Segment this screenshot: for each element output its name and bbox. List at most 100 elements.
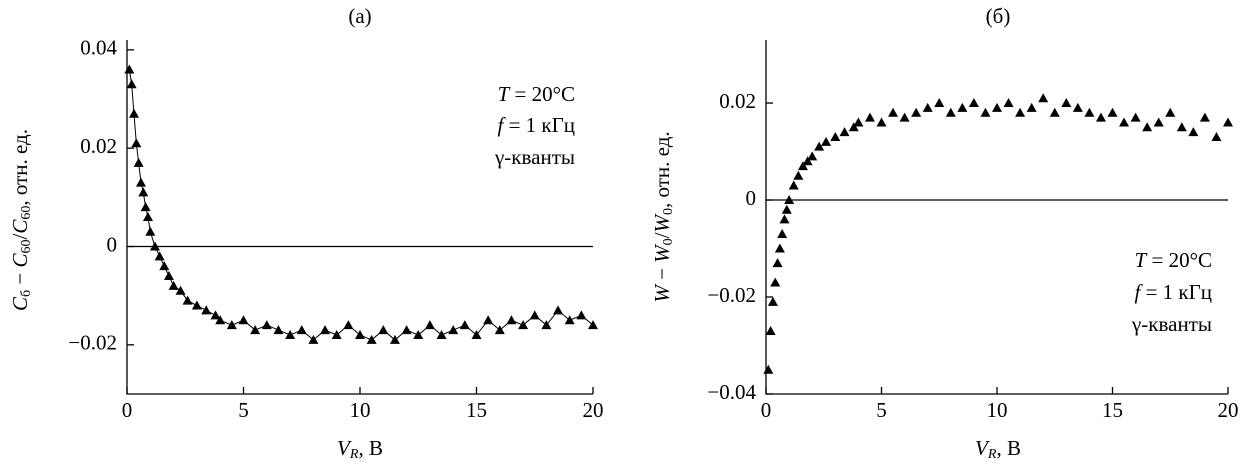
data-point (448, 325, 459, 335)
data-point (564, 315, 575, 325)
data-point (1015, 107, 1026, 117)
data-point (1153, 117, 1164, 127)
data-point (797, 161, 808, 171)
data-point (135, 177, 146, 187)
data-point (1142, 122, 1153, 132)
y-tick-label: 0.02 (719, 89, 756, 113)
x-tick-label: 20 (1218, 398, 1239, 422)
data-point (848, 122, 859, 132)
annotation: T = 20°C (498, 82, 575, 106)
data-point (201, 305, 212, 315)
x-tick-label: 10 (350, 398, 371, 422)
data-point (839, 127, 850, 137)
data-point (168, 280, 179, 290)
data-point (175, 285, 186, 295)
data-point (389, 334, 400, 344)
data-point (401, 325, 412, 335)
data-point (1061, 98, 1072, 108)
data-point (765, 325, 776, 335)
data-point (1188, 127, 1199, 137)
x-tick-label: 15 (466, 398, 487, 422)
data-point (459, 320, 470, 330)
data-point (250, 325, 261, 335)
y-tick-label: −0.02 (707, 283, 756, 307)
data-point (1119, 117, 1130, 127)
x-tick-label: 15 (1102, 398, 1123, 422)
data-point (814, 141, 825, 151)
data-point (149, 241, 160, 251)
data-point (1176, 122, 1187, 132)
x-tick-label: 10 (987, 398, 1008, 422)
data-point (911, 107, 922, 117)
data-point (494, 325, 505, 335)
data-point (779, 214, 790, 224)
x-tick-label: 0 (761, 398, 772, 422)
data-point (788, 180, 799, 190)
data-point (1165, 107, 1176, 117)
data-point (320, 325, 331, 335)
data-point (126, 79, 137, 89)
annotation: T = 20°C (1135, 248, 1212, 272)
data-point (770, 277, 781, 287)
data-point (159, 261, 170, 271)
data-point (876, 117, 887, 127)
x-axis-label: VR, В (975, 436, 1021, 462)
data-point (163, 271, 174, 280)
y-tick-label: 0.04 (80, 36, 117, 60)
data-point (899, 112, 910, 122)
data-point (772, 258, 783, 268)
data-point (864, 112, 875, 122)
data-point (763, 364, 774, 374)
data-point (436, 330, 447, 339)
data-point (541, 320, 552, 330)
x-tick-label: 0 (122, 398, 133, 422)
data-point (781, 204, 792, 214)
data-point (378, 325, 389, 335)
data-point (366, 334, 377, 344)
data-point (807, 151, 818, 161)
x-tick-label: 5 (876, 398, 887, 422)
data-point (124, 64, 135, 74)
data-point (588, 320, 598, 330)
data-point (1084, 107, 1095, 117)
data-point (238, 315, 249, 325)
panel-title: (б) (986, 4, 1011, 28)
data-point (784, 195, 795, 205)
panel-title: (а) (348, 4, 371, 28)
data-point (576, 310, 587, 320)
data-point (529, 310, 540, 320)
data-point (853, 117, 864, 127)
data-point (1026, 102, 1037, 112)
data-point (128, 108, 139, 118)
data-point (934, 98, 945, 108)
data-point (1038, 93, 1049, 103)
data-point (355, 330, 365, 339)
data-point (1095, 112, 1106, 122)
data-point (343, 320, 354, 330)
data-point (1211, 131, 1222, 141)
data-point (830, 131, 841, 141)
data-point (980, 107, 991, 117)
data-point (553, 305, 564, 315)
data-point (145, 226, 156, 236)
data-point (968, 98, 979, 108)
data-point (1223, 117, 1233, 127)
data-point (138, 187, 149, 197)
data-point (506, 315, 517, 325)
data-point (285, 330, 296, 339)
data-point (802, 156, 813, 166)
data-point (191, 300, 202, 310)
data-point (261, 320, 272, 330)
x-tick-label: 20 (583, 398, 604, 422)
data-point (296, 325, 307, 335)
data-point (774, 243, 785, 253)
y-tick-label: 0.02 (80, 134, 117, 158)
data-point (1072, 102, 1083, 112)
annotation: γ-кванты (494, 145, 575, 169)
y-axis-label: Cб − C60/C60, отн. ед. (8, 129, 34, 311)
data-point (210, 310, 221, 320)
data-point (767, 296, 778, 306)
annotation: γ-кванты (1131, 312, 1212, 336)
data-point (131, 138, 142, 148)
